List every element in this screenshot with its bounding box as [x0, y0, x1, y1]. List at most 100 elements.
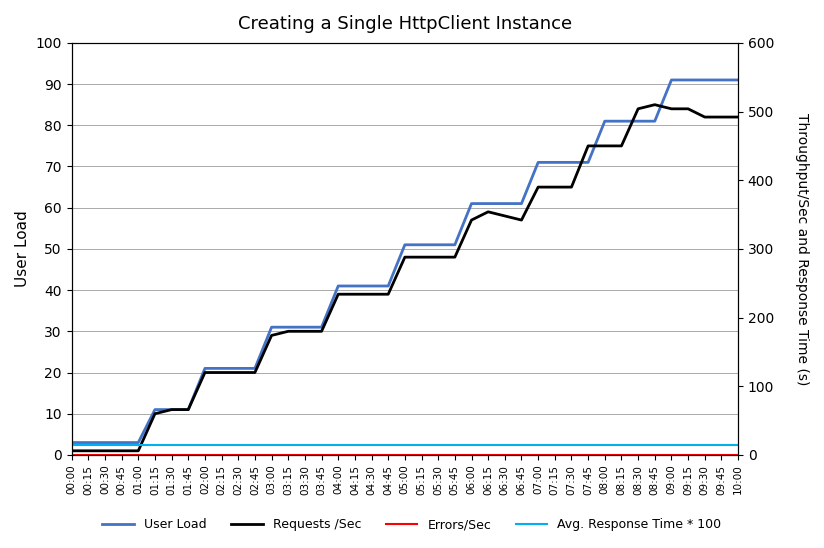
Legend: User Load, Requests /Sec, Errors/Sec, Avg. Response Time * 100: User Load, Requests /Sec, Errors/Sec, Av… [97, 513, 727, 536]
Avg. Response Time * 100 [367, 441, 377, 448]
Requests /Sec [283, 328, 293, 335]
Avg. Response Time * 100 [333, 441, 343, 448]
Requests /Sec [67, 448, 77, 454]
Requests /Sec [733, 114, 743, 121]
User Load [333, 283, 343, 289]
User Load [550, 159, 559, 165]
Errors/Sec [583, 452, 593, 458]
Errors/Sec [83, 452, 93, 458]
Requests /Sec [316, 328, 326, 335]
User Load [166, 406, 176, 413]
Requests /Sec [466, 217, 476, 224]
Errors/Sec [100, 452, 110, 458]
User Load [400, 242, 410, 248]
Errors/Sec [333, 452, 343, 458]
Avg. Response Time * 100 [433, 441, 443, 448]
Errors/Sec [600, 452, 610, 458]
Requests /Sec [233, 369, 243, 376]
Errors/Sec [117, 452, 127, 458]
Errors/Sec [300, 452, 310, 458]
Avg. Response Time * 100 [533, 441, 543, 448]
Requests /Sec [533, 184, 543, 190]
Requests /Sec [166, 406, 176, 413]
Errors/Sec [616, 452, 626, 458]
Avg. Response Time * 100 [650, 441, 660, 448]
Avg. Response Time * 100 [100, 441, 110, 448]
Errors/Sec [383, 452, 393, 458]
Avg. Response Time * 100 [117, 441, 127, 448]
Avg. Response Time * 100 [316, 441, 326, 448]
Requests /Sec [300, 328, 310, 335]
Requests /Sec [600, 142, 610, 149]
Requests /Sec [450, 254, 460, 260]
User Load [700, 77, 709, 83]
Avg. Response Time * 100 [183, 441, 193, 448]
User Load [67, 439, 77, 446]
Avg. Response Time * 100 [567, 441, 577, 448]
Avg. Response Time * 100 [150, 441, 160, 448]
Avg. Response Time * 100 [83, 441, 93, 448]
User Load [483, 200, 493, 207]
User Load [733, 77, 743, 83]
Errors/Sec [517, 452, 527, 458]
Requests /Sec [350, 291, 360, 298]
User Load [283, 324, 293, 330]
Errors/Sec [733, 452, 743, 458]
Avg. Response Time * 100 [716, 441, 726, 448]
User Load [466, 200, 476, 207]
Errors/Sec [183, 452, 193, 458]
User Load [450, 242, 460, 248]
User Load [183, 406, 193, 413]
Requests /Sec [616, 142, 626, 149]
Errors/Sec [466, 452, 476, 458]
Errors/Sec [217, 452, 227, 458]
Requests /Sec [217, 369, 227, 376]
Avg. Response Time * 100 [616, 441, 626, 448]
Errors/Sec [133, 452, 143, 458]
Requests /Sec [433, 254, 443, 260]
Requests /Sec [333, 291, 343, 298]
Errors/Sec [367, 452, 377, 458]
Title: Creating a Single HttpClient Instance: Creating a Single HttpClient Instance [238, 15, 572, 33]
Requests /Sec [267, 332, 277, 339]
Avg. Response Time * 100 [483, 441, 493, 448]
User Load [433, 242, 443, 248]
Requests /Sec [550, 184, 559, 190]
User Load [133, 439, 143, 446]
Avg. Response Time * 100 [633, 441, 643, 448]
User Load [300, 324, 310, 330]
Errors/Sec [250, 452, 260, 458]
Errors/Sec [450, 452, 460, 458]
Requests /Sec [500, 213, 510, 219]
Errors/Sec [316, 452, 326, 458]
User Load [367, 283, 377, 289]
Errors/Sec [233, 452, 243, 458]
Requests /Sec [633, 106, 643, 112]
User Load [233, 365, 243, 372]
User Load [583, 159, 593, 165]
User Load [267, 324, 277, 330]
Avg. Response Time * 100 [283, 441, 293, 448]
Avg. Response Time * 100 [683, 441, 693, 448]
Errors/Sec [533, 452, 543, 458]
Avg. Response Time * 100 [400, 441, 410, 448]
Errors/Sec [567, 452, 577, 458]
Requests /Sec [667, 106, 677, 112]
User Load [533, 159, 543, 165]
User Load [83, 439, 93, 446]
Requests /Sec [200, 369, 210, 376]
Avg. Response Time * 100 [667, 441, 677, 448]
Avg. Response Time * 100 [250, 441, 260, 448]
Requests /Sec [83, 448, 93, 454]
Avg. Response Time * 100 [166, 441, 176, 448]
User Load [500, 200, 510, 207]
Requests /Sec [583, 142, 593, 149]
Line: User Load: User Load [72, 80, 738, 443]
Errors/Sec [716, 452, 726, 458]
User Load [616, 118, 626, 124]
Avg. Response Time * 100 [500, 441, 510, 448]
Avg. Response Time * 100 [517, 441, 527, 448]
Avg. Response Time * 100 [466, 441, 476, 448]
Errors/Sec [267, 452, 277, 458]
Errors/Sec [683, 452, 693, 458]
